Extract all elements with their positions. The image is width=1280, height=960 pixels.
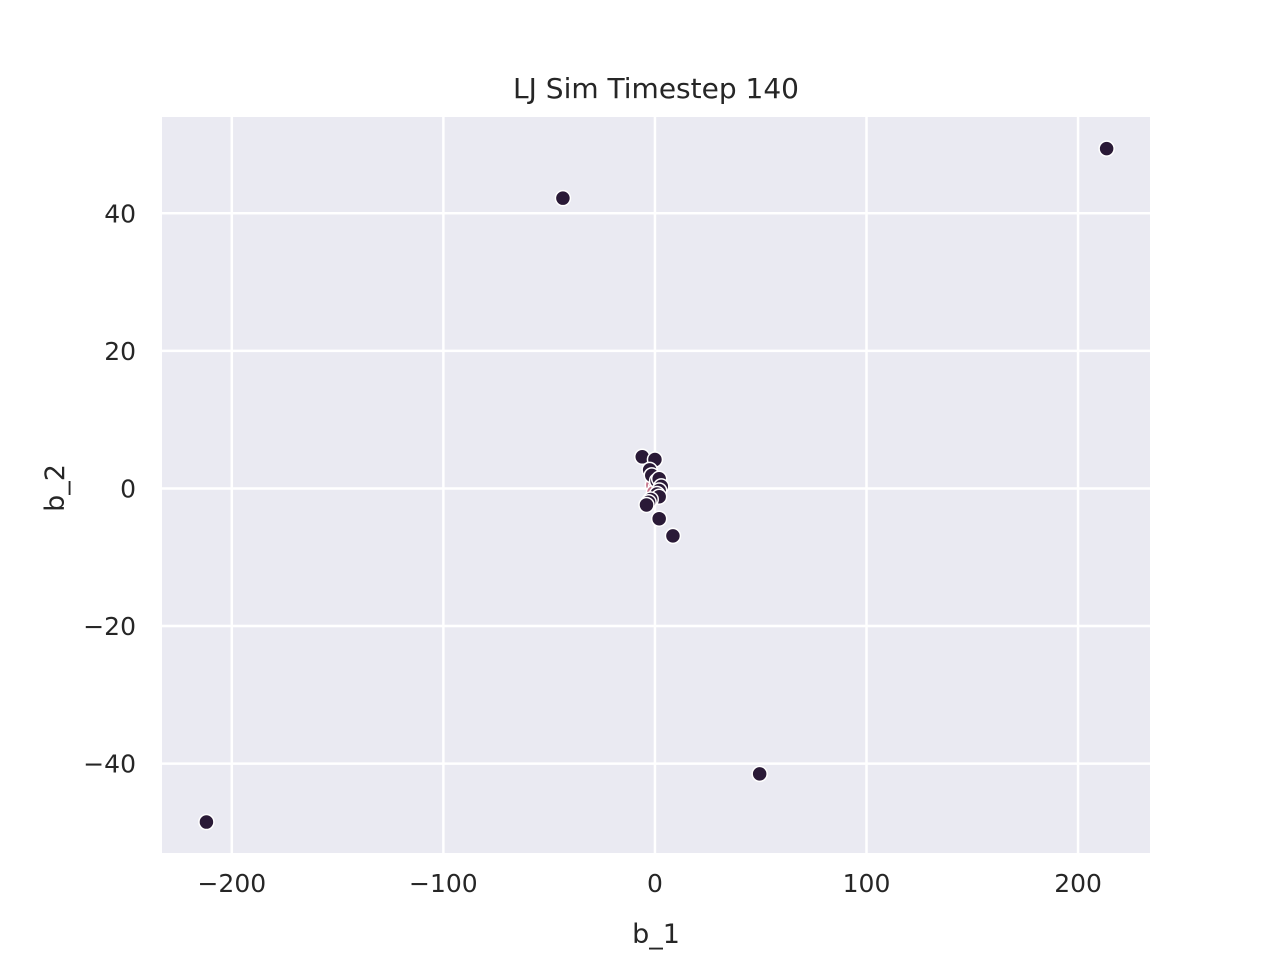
scatter-point <box>554 189 572 207</box>
y-tick-labels: −40 −20 0 20 40 <box>83 199 136 778</box>
y-tick-label: 40 <box>104 199 136 228</box>
x-tick-label: 200 <box>1054 869 1102 898</box>
x-tick-label: 0 <box>647 869 663 898</box>
scatter-point <box>638 496 655 514</box>
y-tick-label: −20 <box>83 612 136 641</box>
data-points <box>198 140 1115 831</box>
scatter-point <box>664 527 682 545</box>
x-tick-label: −200 <box>197 869 266 898</box>
chart-title: LJ Sim Timestep 140 <box>513 72 799 105</box>
x-tick-label: 100 <box>843 869 891 898</box>
y-tick-label: 0 <box>120 474 136 503</box>
scatter-point <box>751 765 768 783</box>
scatter-point <box>1098 140 1115 157</box>
y-axis-label: b_2 <box>40 464 71 512</box>
y-tick-label: 20 <box>104 337 136 366</box>
y-tick-label: −40 <box>83 750 136 779</box>
x-axis-label: b_1 <box>632 919 680 950</box>
scatter-point <box>198 813 215 831</box>
x-tick-label: −100 <box>409 869 478 898</box>
x-tick-labels: −200 −100 0 100 200 <box>197 869 1101 898</box>
scatter-point <box>650 510 668 527</box>
